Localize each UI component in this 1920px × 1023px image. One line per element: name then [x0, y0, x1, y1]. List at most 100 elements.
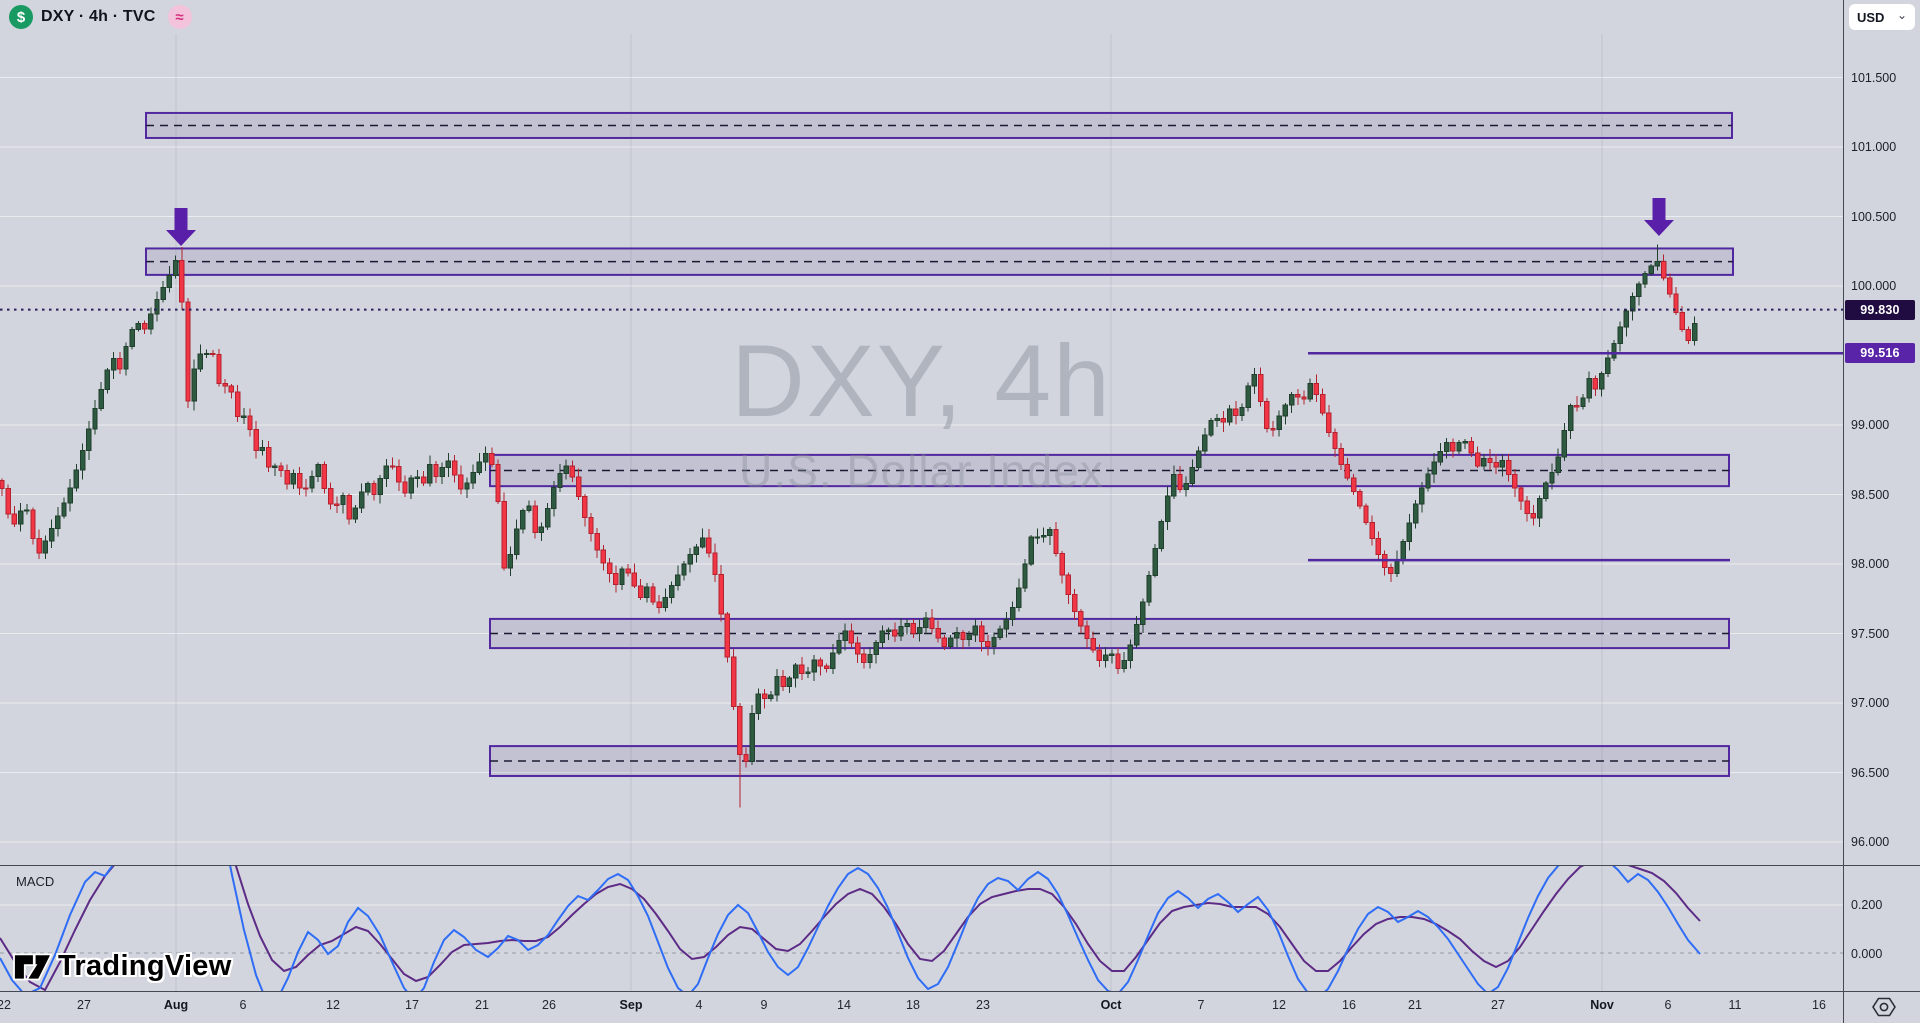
candle-down — [210, 352, 216, 356]
candle-down — [284, 470, 290, 485]
candle-down — [1524, 500, 1530, 514]
candle-up — [1276, 415, 1282, 430]
candle-up — [197, 353, 204, 370]
candle-up — [1629, 295, 1636, 312]
candle-down — [848, 630, 855, 644]
candle-up — [1617, 326, 1623, 344]
candle-down — [179, 259, 185, 303]
candle-down — [929, 617, 935, 629]
candle-down — [941, 637, 948, 648]
candle-down — [1338, 447, 1344, 466]
candle-down — [1357, 491, 1363, 507]
candle-down — [910, 622, 917, 635]
candle-up — [1109, 653, 1115, 656]
candle-up — [470, 471, 476, 484]
candle-up — [898, 625, 904, 637]
candle-up — [947, 637, 954, 648]
candle-up — [73, 469, 80, 489]
candle-down — [817, 659, 824, 667]
candle-down — [501, 500, 507, 569]
candle-up — [166, 274, 173, 288]
candle-down — [1084, 625, 1090, 640]
candle-up — [1226, 408, 1233, 423]
candle-up — [1431, 461, 1437, 475]
candle-up — [482, 452, 489, 463]
candle-down — [1660, 260, 1667, 279]
candle-down — [489, 452, 495, 465]
candle-up — [1456, 441, 1462, 452]
candle-up — [1146, 574, 1152, 603]
candle-up — [1009, 607, 1016, 621]
candle-up — [445, 460, 452, 468]
candle-up — [786, 677, 793, 687]
candle-up — [1189, 466, 1196, 485]
candle-down — [1270, 428, 1276, 431]
candle-down — [854, 642, 861, 655]
candle-up — [414, 476, 421, 479]
candle-up — [61, 502, 67, 517]
candle-down — [185, 301, 191, 402]
candle-up — [1251, 373, 1258, 387]
candle-up — [129, 328, 135, 347]
candle-down — [420, 476, 427, 484]
candle-down — [495, 463, 501, 502]
candle-up — [1642, 273, 1648, 285]
symbol-title[interactable]: DXY · 4h · TVC — [41, 8, 156, 25]
candle-up — [507, 553, 514, 569]
candle-down — [532, 505, 538, 534]
candle-up — [1499, 460, 1506, 468]
candle-down — [1065, 574, 1072, 596]
candle-down — [1673, 293, 1679, 313]
candle-up — [1419, 487, 1425, 505]
candle-up — [1040, 534, 1047, 538]
candle-down — [396, 466, 402, 483]
candle-up — [408, 477, 414, 494]
candle-up — [55, 515, 61, 530]
candle-down — [637, 585, 644, 599]
candle-up — [557, 473, 563, 489]
candle-down — [1233, 408, 1239, 416]
candle-up — [1394, 558, 1400, 574]
down-arrow-marker[interactable] — [1644, 198, 1674, 236]
candle-up — [42, 540, 49, 554]
currency-selector[interactable]: USD ⌄ — [1849, 4, 1915, 30]
candle-down — [1053, 528, 1059, 555]
candle-down — [935, 627, 941, 639]
candle-down — [1096, 649, 1103, 661]
candle-down — [1369, 521, 1375, 539]
candle-up — [879, 630, 886, 643]
candle-up — [842, 630, 848, 642]
candle-up — [1462, 441, 1468, 444]
approx-status-icon[interactable]: ≈ — [167, 5, 192, 29]
candle-down — [303, 487, 309, 490]
candle-up — [749, 712, 755, 762]
candle-up — [1003, 619, 1010, 630]
candle-up — [1400, 541, 1406, 560]
candle-up — [1214, 417, 1220, 422]
candle-up — [538, 526, 545, 534]
candle-down — [1474, 452, 1481, 467]
candle-up — [383, 465, 390, 479]
candle-up — [1481, 458, 1487, 467]
candle-down — [1505, 460, 1512, 476]
down-arrow-marker[interactable] — [166, 208, 196, 246]
candle-down — [0, 480, 5, 490]
candle-up — [439, 466, 445, 477]
candle-down — [613, 573, 619, 586]
indicator-label-macd[interactable]: MACD — [16, 874, 55, 889]
time-axis-settings-gear-icon[interactable] — [1872, 997, 1896, 1017]
candle-up — [309, 475, 315, 489]
chart-legend: $ DXY · 4h · TVC ≈ — [0, 0, 1843, 34]
tradingview-mark-icon — [13, 953, 52, 981]
candle-up — [1549, 471, 1555, 484]
candle-down — [761, 693, 768, 700]
tradingview-logo[interactable]: TradingView — [12, 948, 232, 984]
candle-down — [1326, 412, 1332, 433]
candle-down — [30, 509, 36, 540]
candle-down — [1319, 393, 1326, 414]
candle-up — [1437, 450, 1444, 463]
candle-up — [811, 659, 817, 673]
candle-down — [960, 632, 966, 641]
candle-up — [867, 653, 873, 663]
